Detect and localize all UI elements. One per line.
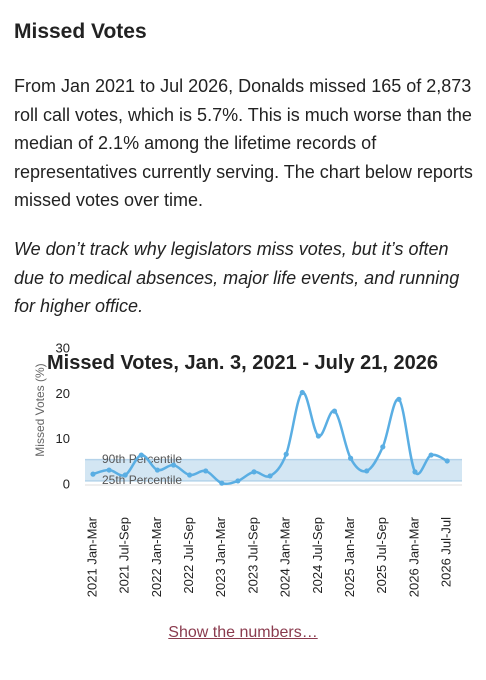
x-tick-label: 2022 Jul-Sep	[181, 517, 196, 594]
x-tick-label: 2026 Jan-Mar	[406, 516, 421, 597]
show-numbers-link[interactable]: Show the numbers…	[168, 624, 318, 641]
point	[380, 444, 386, 450]
x-tick-label: 2025 Jul-Sep	[374, 517, 389, 594]
point	[444, 458, 450, 464]
percentile-label: 90th Percentile	[102, 452, 182, 466]
y-tick-label: 30	[56, 340, 70, 355]
x-tick-label: 2021 Jul-Sep	[117, 517, 132, 594]
point	[235, 478, 241, 484]
point	[138, 452, 144, 458]
point	[154, 467, 160, 473]
x-tick-label: 2023 Jan-Mar	[213, 516, 228, 597]
point	[428, 452, 434, 458]
x-tick-label: 2024 Jan-Mar	[278, 516, 293, 597]
percentile-band	[85, 459, 462, 481]
x-tick-label: 2025 Jan-Mar	[342, 516, 357, 597]
point	[412, 469, 418, 475]
chart-title: Missed Votes, Jan. 3, 2021 - July 21, 20…	[47, 352, 438, 374]
x-tick-label: 2023 Jul-Sep	[245, 517, 260, 594]
summary: From Jan 2021 to Jul 2026, Donalds misse…	[14, 76, 473, 210]
point	[251, 469, 257, 475]
point	[396, 396, 402, 402]
y-tick-label: 20	[56, 386, 70, 401]
y-tick-label: 0	[63, 476, 70, 491]
point	[348, 455, 354, 461]
point	[267, 473, 273, 479]
y-axis-label: Missed Votes (%)	[33, 363, 47, 456]
point	[219, 480, 225, 486]
point	[331, 408, 338, 414]
point	[315, 433, 321, 439]
point	[203, 468, 209, 474]
point	[364, 468, 370, 474]
x-tick-label: 2024 Jul-Sep	[310, 517, 325, 594]
y-tick-label: 10	[56, 431, 70, 446]
point	[90, 471, 96, 477]
point	[170, 462, 177, 468]
point	[106, 467, 112, 473]
point	[187, 472, 193, 478]
x-tick-label: 2026 Jul-Jul	[439, 517, 454, 587]
point	[283, 451, 289, 457]
point	[299, 389, 305, 396]
point	[122, 472, 128, 478]
x-tick-label: 2022 Jan-Mar	[149, 516, 164, 597]
x-tick-label: 2021 Jan-Mar	[84, 516, 99, 597]
note: We don’t track why legislators miss vote…	[14, 239, 460, 316]
heading: Missed Votes	[14, 20, 147, 43]
